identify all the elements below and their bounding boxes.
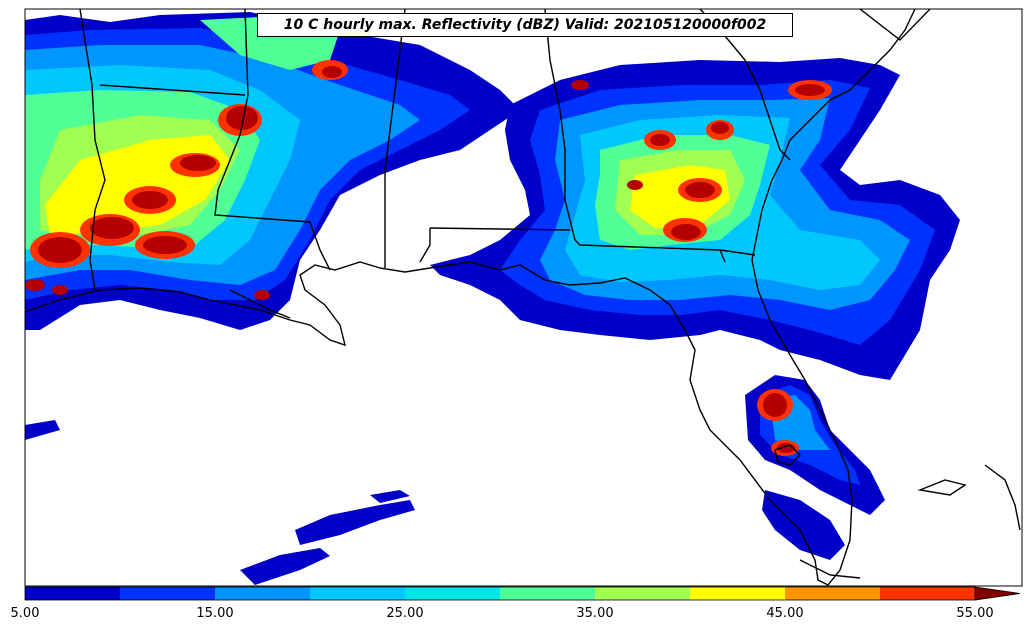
reflectivity-field xyxy=(25,12,960,585)
colorbar-segment xyxy=(215,587,311,600)
colorbar-tick-label: 5.00 xyxy=(10,606,40,621)
map-title: 10 C hourly max. Reflectivity (dBZ) Vali… xyxy=(257,13,793,37)
colorbar-tick-label: 55.00 xyxy=(956,606,994,621)
colorbar-segment xyxy=(405,587,501,600)
colorbar-segment xyxy=(120,587,216,600)
colorbar-segment xyxy=(595,587,691,600)
colorbar-segment xyxy=(880,587,976,600)
colorbar xyxy=(24,586,1021,601)
colorbar-tick-label: 15.00 xyxy=(196,606,234,621)
colorbar-extension-arrow xyxy=(974,586,1021,601)
colorbar-outline xyxy=(24,586,976,601)
colorbar-segment xyxy=(310,587,406,600)
colorbar-tick-label: 45.00 xyxy=(766,606,804,621)
colorbar-segment xyxy=(500,587,596,600)
colorbar-segment xyxy=(25,587,121,600)
colorbar-tick-label: 35.00 xyxy=(576,606,614,621)
coastlines-and-borders xyxy=(25,9,1021,586)
colorbar-segment xyxy=(785,587,881,600)
colorbar-tick-label: 25.00 xyxy=(386,606,424,621)
map-border xyxy=(24,8,1023,587)
colorbar-segment xyxy=(690,587,786,600)
